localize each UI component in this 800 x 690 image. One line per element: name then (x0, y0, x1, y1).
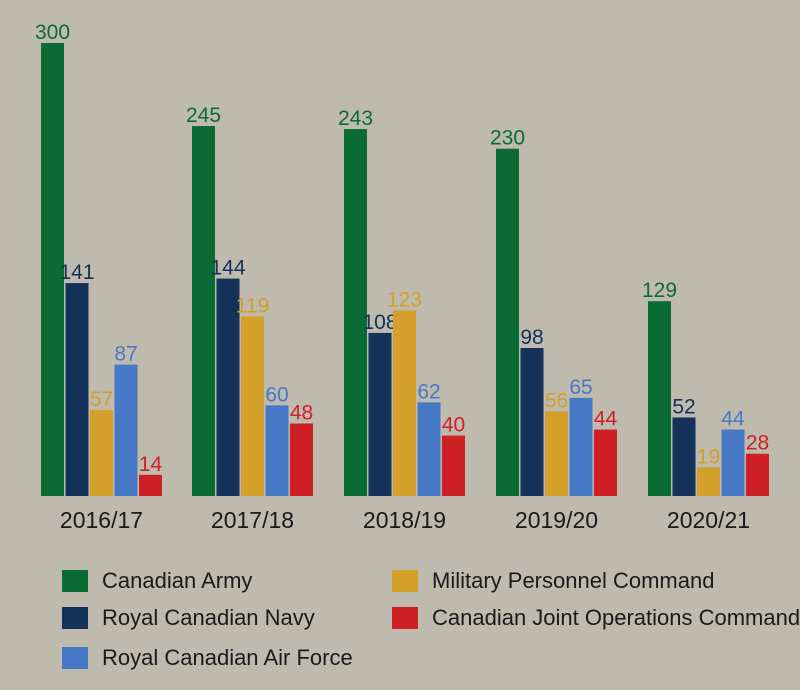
data-label-royal-canadian-air-force-2019-20: 65 (569, 376, 592, 399)
bar-canadian-army-2019-20 (496, 148, 519, 496)
bar-military-personnel-command-2020-21 (697, 467, 720, 496)
data-label-royal-canadian-air-force-2018-19: 62 (417, 380, 440, 403)
data-label-canadian-joint-operations-command-2018-19: 40 (442, 414, 465, 437)
legend-item-royal-canadian-air-force: Royal Canadian Air Force (62, 645, 353, 671)
bar-royal-canadian-air-force-2019-20 (569, 397, 593, 496)
data-label-canadian-army-2020-21: 129 (642, 279, 677, 302)
data-label-canadian-joint-operations-command-2017-18: 48 (290, 402, 313, 425)
bar-royal-canadian-air-force-2020-21 (721, 429, 745, 496)
data-label-royal-canadian-air-force-2020-21: 44 (721, 408, 745, 431)
bar-military-personnel-command-2016-17 (90, 409, 113, 496)
data-label-royal-canadian-navy-2020-21: 52 (672, 395, 695, 418)
category-label-2020-21: 2020/21 (667, 507, 750, 533)
data-label-royal-canadian-navy-2018-19: 108 (362, 311, 397, 334)
category-label-2017-18: 2017/18 (211, 507, 294, 533)
data-label-royal-canadian-navy-2019-20: 98 (520, 326, 543, 349)
bar-royal-canadian-navy-2020-21 (672, 417, 696, 496)
bar-canadian-army-2020-21 (648, 301, 671, 496)
legend-label: Royal Canadian Air Force (102, 645, 353, 670)
category-label-2019-20: 2019/20 (515, 507, 598, 533)
bar-military-personnel-command-2019-20 (545, 411, 568, 496)
legend-item-royal-canadian-navy: Royal Canadian Navy (62, 605, 315, 631)
bar-canadian-joint-operations-command-2018-19 (442, 435, 465, 496)
bar-canadian-army-2017-18 (192, 126, 215, 497)
bar-royal-canadian-navy-2019-20 (520, 348, 544, 496)
legend-swatch (62, 647, 88, 669)
data-label-royal-canadian-navy-2017-18: 144 (210, 257, 245, 280)
data-label-military-personnel-command-2017-18: 119 (236, 294, 269, 317)
bar-canadian-joint-operations-command-2020-21 (746, 453, 769, 496)
bar-canadian-army-2018-19 (344, 129, 367, 496)
data-label-royal-canadian-air-force-2017-18: 60 (265, 383, 288, 406)
legend-label: Canadian Joint Operations Command (432, 605, 800, 630)
bar-royal-canadian-navy-2016-17 (65, 283, 89, 496)
bar-canadian-joint-operations-command-2016-17 (139, 474, 162, 496)
bar-royal-canadian-navy-2017-18 (216, 278, 240, 496)
bar-canadian-joint-operations-command-2019-20 (594, 429, 617, 496)
data-label-military-personnel-command-2018-19: 123 (387, 288, 422, 311)
bar-canadian-joint-operations-command-2017-18 (290, 423, 313, 496)
data-label-canadian-joint-operations-command-2019-20: 44 (594, 408, 618, 431)
legend-swatch (62, 607, 88, 629)
data-label-canadian-army-2017-18: 245 (186, 104, 221, 127)
bar-royal-canadian-air-force-2017-18 (265, 405, 289, 496)
bar-military-personnel-command-2017-18 (241, 316, 264, 496)
legend-item-canadian-joint-operations-command: Canadian Joint Operations Command (392, 605, 800, 631)
data-label-canadian-army-2016-17: 300 (35, 21, 70, 44)
data-label-military-personnel-command-2019-20: 56 (545, 389, 568, 412)
bar-canadian-army-2016-17 (41, 43, 64, 496)
bar-royal-canadian-air-force-2018-19 (417, 402, 441, 496)
legend-label: Royal Canadian Navy (102, 605, 315, 630)
data-label-military-personnel-command-2016-17: 57 (90, 388, 113, 411)
category-label-2018-19: 2018/19 (363, 507, 446, 533)
legend-item-canadian-army: Canadian Army (62, 568, 252, 594)
data-label-canadian-army-2018-19: 243 (338, 107, 373, 130)
legend-swatch (392, 607, 418, 629)
bar-royal-canadian-air-force-2016-17 (114, 364, 138, 496)
category-label-2016-17: 2016/17 (60, 507, 143, 533)
data-label-royal-canadian-air-force-2016-17: 87 (114, 343, 137, 366)
data-label-canadian-joint-operations-command-2020-21: 28 (746, 432, 769, 455)
legend-swatch (392, 570, 418, 592)
legend-swatch (62, 570, 88, 592)
bar-military-personnel-command-2018-19 (393, 310, 416, 496)
data-label-canadian-army-2019-20: 230 (490, 127, 525, 150)
legend-item-military-personnel-command: Military Personnel Command (392, 568, 714, 594)
legend-label: Canadian Army (102, 568, 253, 593)
data-label-military-personnel-command-2020-21: 19 (697, 445, 720, 468)
bar-royal-canadian-navy-2018-19 (368, 332, 392, 496)
data-label-royal-canadian-navy-2016-17: 141 (59, 261, 94, 284)
data-label-canadian-joint-operations-command-2016-17: 14 (139, 453, 163, 476)
legend-label: Military Personnel Command (432, 568, 715, 593)
